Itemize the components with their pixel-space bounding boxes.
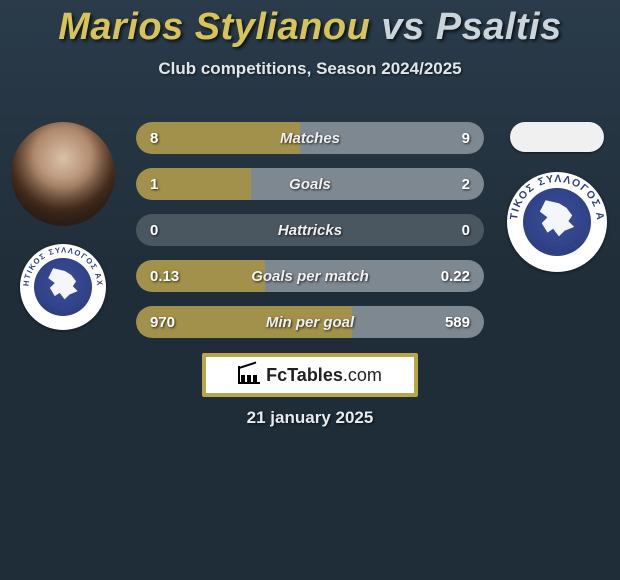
- player1-name: Marios Stylianou: [58, 6, 370, 48]
- brand-name: FcTables: [266, 365, 343, 385]
- left-column: ΑΘΛΗΤΙΚΟΣ ΣΥΛΛΟΓΟΣ ΑΧΝΑΣ ΕΘΝΙΚΟΣ: [8, 122, 118, 330]
- brand-text: FcTables.com: [266, 365, 382, 386]
- badge-top-text: ΑΘΛΗΤΙΚΟΣ ΣΥΛΛΟΓΟΣ ΑΧΝΑΣ: [507, 172, 606, 222]
- svg-text:ΕΘΝΙΚΟΣ: ΕΘΝΙΚΟΣ: [42, 302, 85, 318]
- subtitle: Club competitions, Season 2024/2025: [0, 59, 620, 79]
- stat-value-right: 0.22: [441, 268, 470, 285]
- svg-text:ΑΘΛΗΤΙΚΟΣ ΣΥΛΛΟΓΟΣ ΑΧΝΑΣ: ΑΘΛΗΤΙΚΟΣ ΣΥΛΛΟΓΟΣ ΑΧΝΑΣ: [507, 172, 606, 222]
- stat-value-right: 0: [462, 222, 470, 239]
- comparison-title: Marios Stylianou vs Psaltis: [0, 0, 620, 49]
- badge-bottom-text: ΕΘΝΙΚΟΣ: [529, 236, 585, 257]
- stats-bars: 8Matches9 1Goals2 0Hattricks0 0.13Goals per…: [136, 122, 484, 338]
- stat-label: Min per goal: [136, 314, 484, 331]
- vs-label: vs: [381, 6, 424, 48]
- stat-row: 8Matches9: [136, 122, 484, 154]
- player2-avatar-placeholder: [510, 122, 604, 152]
- svg-text:ΕΘΝΙΚΟΣ: ΕΘΝΙΚΟΣ: [529, 236, 585, 257]
- stat-row: 0.13Goals per match0.22: [136, 260, 484, 292]
- player2-name: Psaltis: [436, 6, 562, 48]
- badge-top-text: ΑΘΛΗΤΙΚΟΣ ΣΥΛΛΟΓΟΣ ΑΧΝΑΣ: [20, 244, 105, 287]
- stat-value-right: 2: [462, 176, 470, 193]
- brand-suffix: .com: [343, 365, 382, 385]
- stat-row: 970Min per goal589: [136, 306, 484, 338]
- player1-club-badge: ΑΘΛΗΤΙΚΟΣ ΣΥΛΛΟΓΟΣ ΑΧΝΑΣ ΕΘΝΙΚΟΣ: [20, 244, 106, 330]
- chart-icon: [238, 366, 260, 384]
- stat-label: Goals per match: [136, 268, 484, 285]
- stat-row: 1Goals2: [136, 168, 484, 200]
- badge-bottom-text: ΕΘΝΙΚΟΣ: [42, 302, 85, 318]
- stat-row: 0Hattricks0: [136, 214, 484, 246]
- player1-avatar: [11, 122, 115, 226]
- stat-value-right: 9: [462, 130, 470, 147]
- stat-label: Matches: [136, 130, 484, 147]
- date-line: 21 january 2025: [0, 408, 620, 428]
- stat-label: Hattricks: [136, 222, 484, 239]
- svg-text:ΑΘΛΗΤΙΚΟΣ ΣΥΛΛΟΓΟΣ ΑΧΝΑΣ: ΑΘΛΗΤΙΚΟΣ ΣΥΛΛΟΓΟΣ ΑΧΝΑΣ: [20, 244, 105, 287]
- right-column: ΑΘΛΗΤΙΚΟΣ ΣΥΛΛΟΓΟΣ ΑΧΝΑΣ ΕΘΝΙΚΟΣ: [502, 122, 612, 272]
- brand-box: FcTables.com: [202, 353, 418, 397]
- stat-label: Goals: [136, 176, 484, 193]
- stat-value-right: 589: [445, 314, 470, 331]
- player2-club-badge: ΑΘΛΗΤΙΚΟΣ ΣΥΛΛΟΓΟΣ ΑΧΝΑΣ ΕΘΝΙΚΟΣ: [507, 172, 607, 272]
